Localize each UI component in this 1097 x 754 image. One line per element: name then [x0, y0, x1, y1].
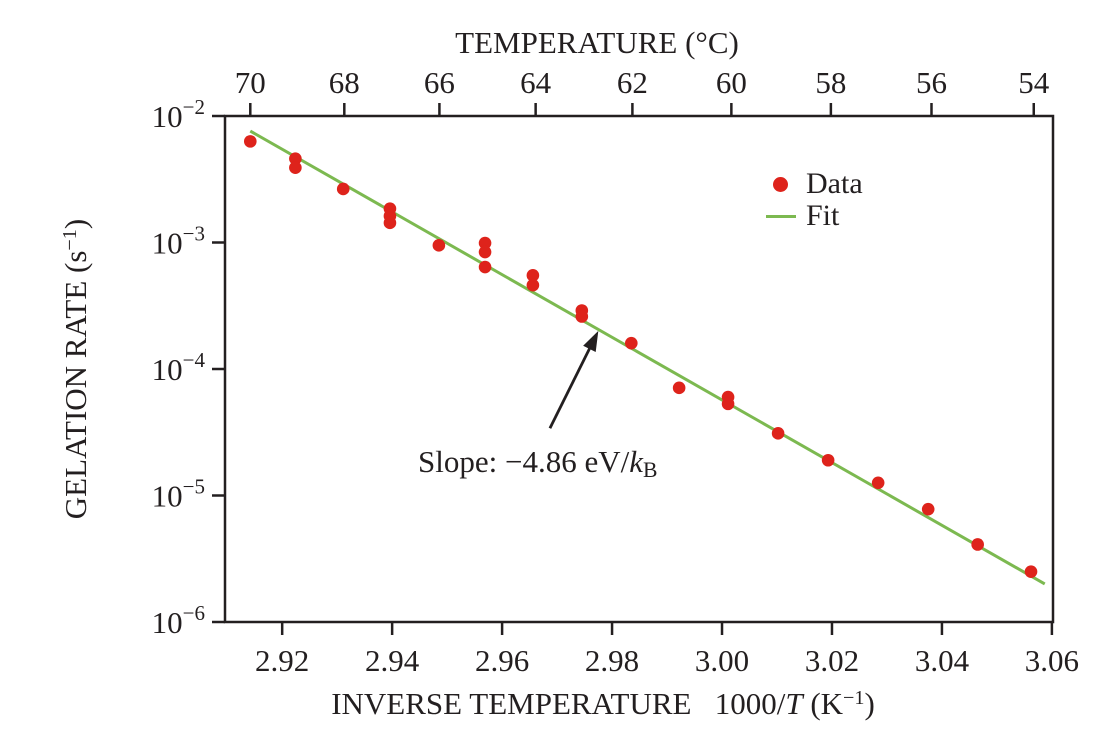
data-point — [383, 216, 397, 230]
y-axis-title: GELATION RATE (s−1) — [58, 218, 93, 520]
data-point — [821, 453, 835, 467]
x-tick-label: 2.96 — [475, 643, 529, 678]
fit-line-icon — [765, 214, 796, 218]
top-axis-title: TEMPERATURE (°C) — [455, 25, 739, 61]
data-point — [478, 245, 492, 259]
data-point — [1024, 565, 1038, 578]
y-tick-label: 10−4 — [152, 348, 206, 387]
data-point — [336, 182, 350, 196]
top-tick-label: 64 — [520, 65, 552, 100]
top-tick-label: 68 — [329, 65, 360, 100]
data-point — [871, 476, 885, 490]
data-point — [243, 135, 257, 148]
data-point — [289, 161, 302, 175]
data-point — [478, 236, 492, 250]
fit-line — [249, 129, 1046, 586]
top-tick-label: 56 — [916, 65, 947, 100]
annotation-arrow-line — [548, 344, 593, 429]
x-axis-title: INVERSE TEMPERATURE 1000/T (K−1) — [331, 686, 875, 721]
y-tick-label: 10−6 — [152, 601, 205, 640]
legend: Data Fit — [764, 167, 863, 232]
data-point — [971, 538, 984, 551]
y-tick-label: 10−2 — [152, 95, 205, 134]
data-point — [771, 427, 785, 440]
top-tick-label: 54 — [1018, 65, 1050, 100]
top-tick-label: 58 — [815, 65, 846, 100]
x-tick-label: 3.00 — [695, 643, 749, 678]
x-tick-label: 3.06 — [1025, 643, 1079, 678]
data-point — [526, 278, 540, 292]
data-point — [432, 239, 446, 252]
y-tick-label: 10−3 — [152, 222, 205, 261]
data-marker-icon — [773, 176, 788, 192]
annotation-arrowhead — [583, 330, 599, 352]
y-tick-label: 10−5 — [152, 475, 205, 514]
x-tick-label: 2.92 — [255, 643, 309, 678]
data-point — [921, 502, 935, 516]
top-tick-label: 66 — [424, 65, 455, 100]
legend-label-fit: Fit — [806, 199, 840, 232]
legend-item-data: Data — [764, 167, 863, 200]
data-point — [625, 336, 638, 350]
x-tick-label: 2.94 — [365, 643, 420, 678]
x-tick-label: 3.02 — [805, 643, 859, 678]
data-point — [575, 310, 589, 323]
legend-item-fit: Fit — [764, 199, 863, 232]
data-point — [289, 152, 302, 165]
data-point — [721, 397, 735, 411]
top-tick-label: 70 — [235, 65, 266, 100]
top-tick-label: 62 — [617, 65, 648, 100]
top-axis-title-text: TEMPERATURE (°C) — [455, 25, 739, 60]
x-tick-label: 2.98 — [585, 643, 639, 678]
plot-frame — [223, 114, 1055, 624]
data-point — [478, 260, 492, 274]
slope-annotation: Slope: −4.86 eV/kB — [418, 444, 658, 482]
data-point — [526, 269, 540, 282]
legend-label-data: Data — [806, 167, 863, 200]
x-tick-label: 3.04 — [915, 643, 970, 678]
top-tick-label: 60 — [716, 65, 747, 100]
data-point — [672, 381, 686, 395]
